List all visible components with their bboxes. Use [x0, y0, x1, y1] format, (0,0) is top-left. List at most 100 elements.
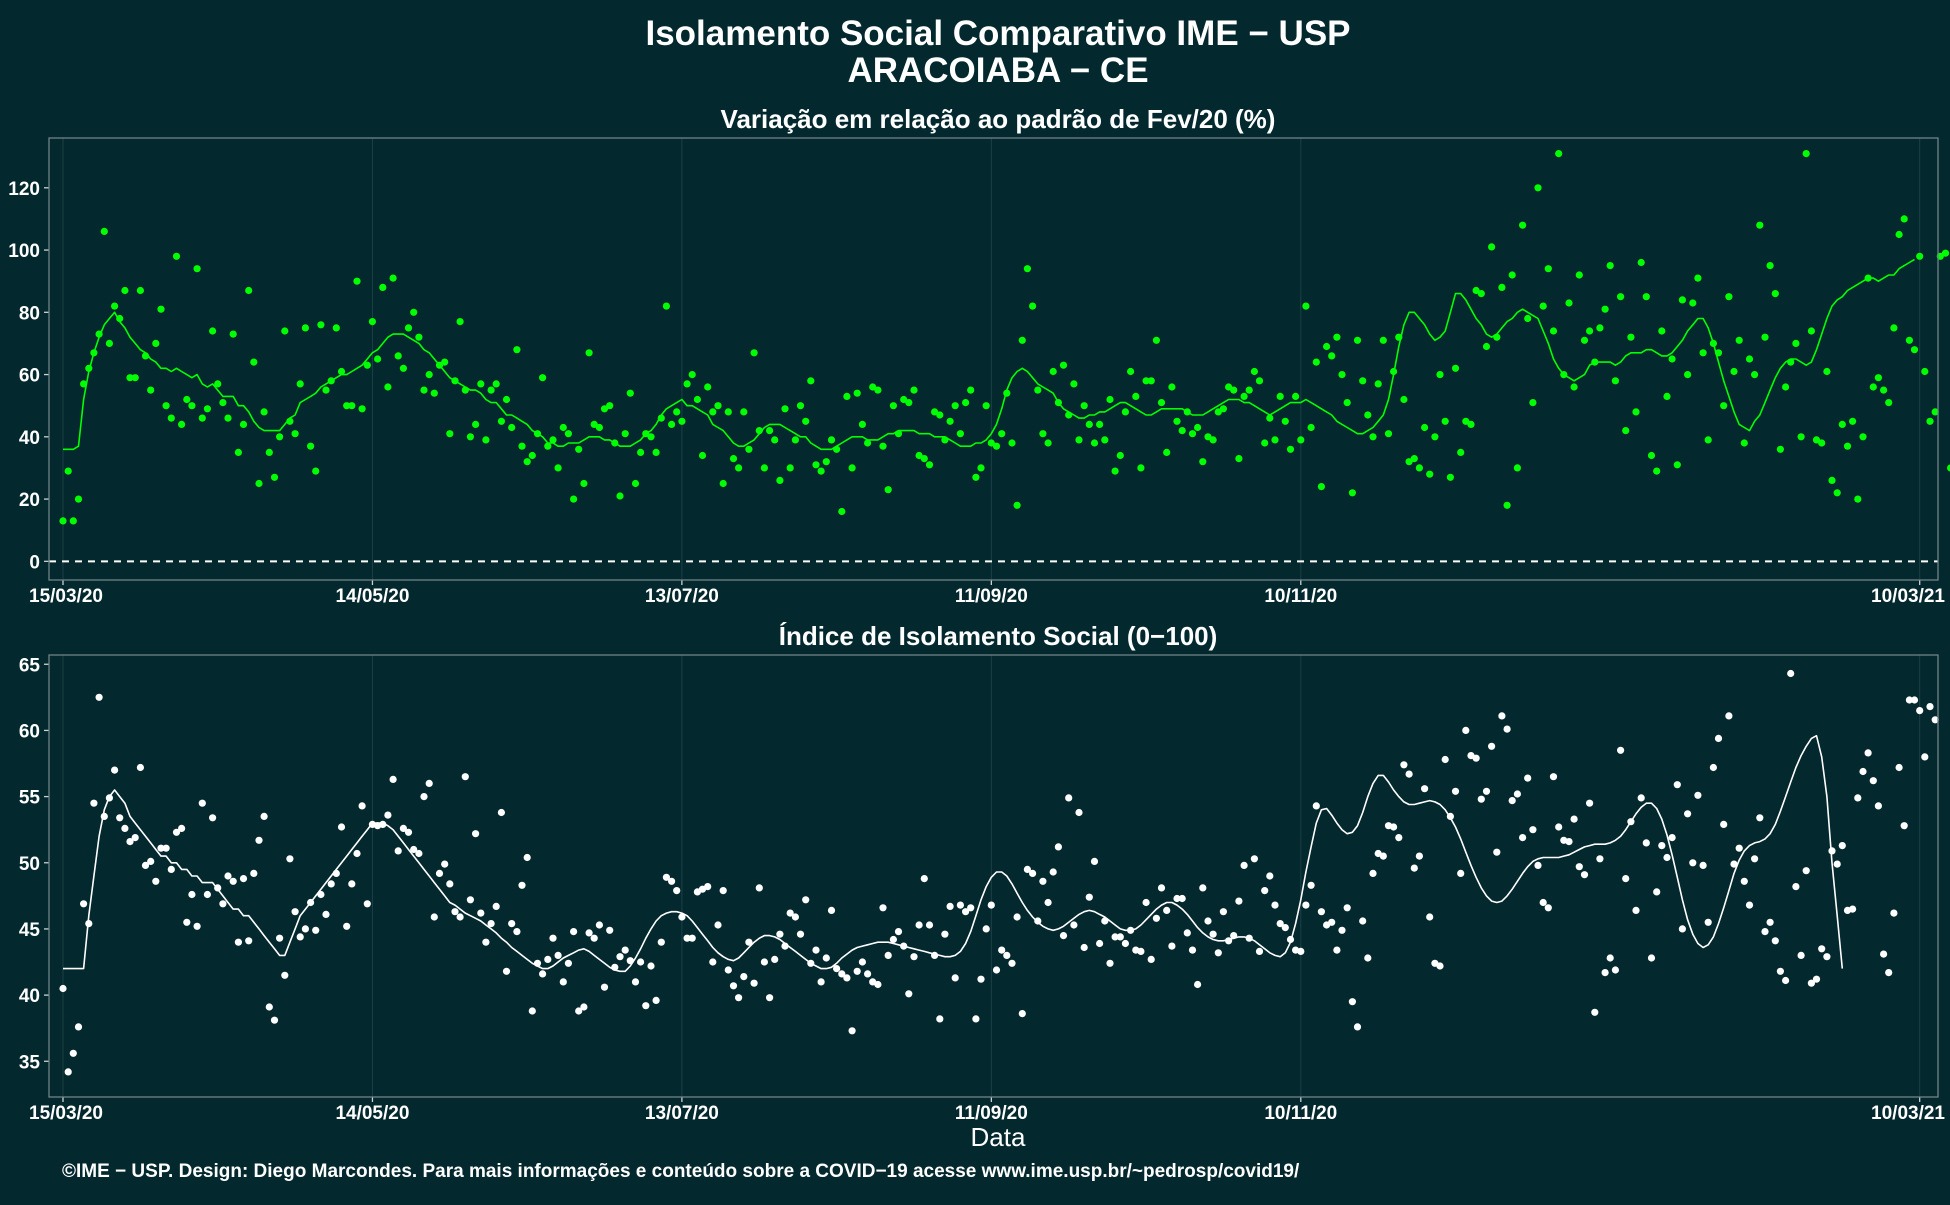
data-point: [812, 461, 820, 469]
data-point: [126, 838, 134, 846]
data-point: [600, 983, 609, 991]
data-point: [523, 458, 531, 466]
data-point: [1720, 402, 1728, 410]
data-point: [931, 408, 939, 416]
data-point: [157, 844, 165, 852]
data-point: [704, 383, 712, 391]
data-point: [1462, 726, 1470, 735]
data-point: [131, 374, 139, 382]
data-point: [322, 910, 330, 919]
y-tick-label: 60: [19, 366, 40, 387]
data-point: [533, 430, 542, 438]
data-point: [982, 925, 990, 933]
data-point: [1663, 853, 1671, 862]
data-point: [1127, 926, 1135, 934]
data-point: [1013, 501, 1021, 509]
data-point: [1756, 814, 1764, 822]
data-point: [1823, 367, 1831, 376]
data-point: [1178, 427, 1186, 435]
data-point: [420, 386, 428, 394]
data-point: [1890, 909, 1898, 917]
data-point: [729, 455, 738, 463]
data-point: [1591, 358, 1599, 366]
data-point: [234, 938, 242, 946]
data-point: [487, 920, 495, 928]
data-point: [203, 890, 211, 899]
data-point: [1539, 898, 1547, 907]
panel-border: [48, 654, 1939, 1098]
data-point: [1194, 423, 1202, 432]
x-tick-label: 11/09/20: [955, 586, 1028, 607]
data-point: [1617, 746, 1625, 754]
data-point: [1065, 411, 1073, 419]
data-point: [1188, 946, 1197, 954]
data-point: [1900, 822, 1908, 830]
data-point: [1152, 914, 1160, 922]
data-point: [1049, 868, 1057, 876]
data-point: [1451, 364, 1460, 372]
data-point: [1524, 774, 1532, 782]
data-point: [286, 855, 294, 863]
data-point: [1787, 358, 1795, 366]
data-point: [848, 464, 856, 472]
data-point: [998, 430, 1006, 438]
data-point: [1106, 395, 1114, 404]
data-point: [1493, 848, 1501, 856]
data-point: [229, 877, 237, 885]
data-point: [920, 875, 928, 883]
data-point: [719, 479, 727, 488]
data-point: [642, 430, 650, 438]
data-point: [425, 371, 433, 379]
y-tick-label: 40: [19, 428, 40, 449]
data-point: [683, 380, 691, 388]
data-point: [1379, 336, 1387, 344]
data-point: [673, 408, 681, 416]
top-panel-title: Variação em relação ao padrão de Fev/20 …: [721, 104, 1276, 134]
data-point: [1333, 333, 1341, 341]
data-point: [296, 380, 304, 388]
data-point: [1761, 333, 1769, 341]
data-point: [1286, 935, 1295, 944]
data-point: [1916, 707, 1924, 715]
data-point: [74, 495, 83, 503]
data-point: [1343, 904, 1351, 912]
data-point: [1745, 355, 1754, 363]
data-point: [807, 377, 815, 385]
data-point: [616, 492, 624, 500]
data-point: [992, 442, 1001, 450]
data-point: [1137, 947, 1145, 956]
data-point: [833, 445, 841, 453]
data-point: [399, 824, 407, 833]
data-point: [642, 1002, 650, 1010]
data-point: [905, 399, 913, 407]
data-point: [760, 958, 769, 966]
data-point: [1297, 947, 1305, 956]
data-point: [1673, 461, 1681, 469]
data-point: [1075, 808, 1083, 817]
data-point: [147, 857, 155, 866]
data-point: [698, 451, 707, 460]
data-point: [982, 402, 990, 410]
data-point: [178, 420, 186, 428]
data-point: [616, 953, 624, 961]
data-point: [606, 402, 614, 410]
data-point: [59, 984, 67, 993]
data-point: [1642, 293, 1650, 301]
data-point: [513, 346, 521, 354]
data-point: [662, 302, 671, 310]
data-point: [1854, 794, 1862, 802]
data-point: [1441, 755, 1449, 764]
data-point: [1023, 265, 1031, 273]
data-point: [1426, 913, 1434, 921]
data-point: [368, 318, 376, 326]
data-point: [1910, 696, 1919, 704]
data-point: [193, 265, 201, 273]
data-point: [1132, 392, 1140, 400]
data-point: [1472, 754, 1480, 762]
data-point: [1591, 1008, 1599, 1016]
data-point: [554, 464, 562, 472]
data-point: [1601, 969, 1609, 977]
data-point: [1400, 761, 1408, 769]
data-point: [1400, 395, 1408, 404]
data-point: [172, 828, 181, 836]
